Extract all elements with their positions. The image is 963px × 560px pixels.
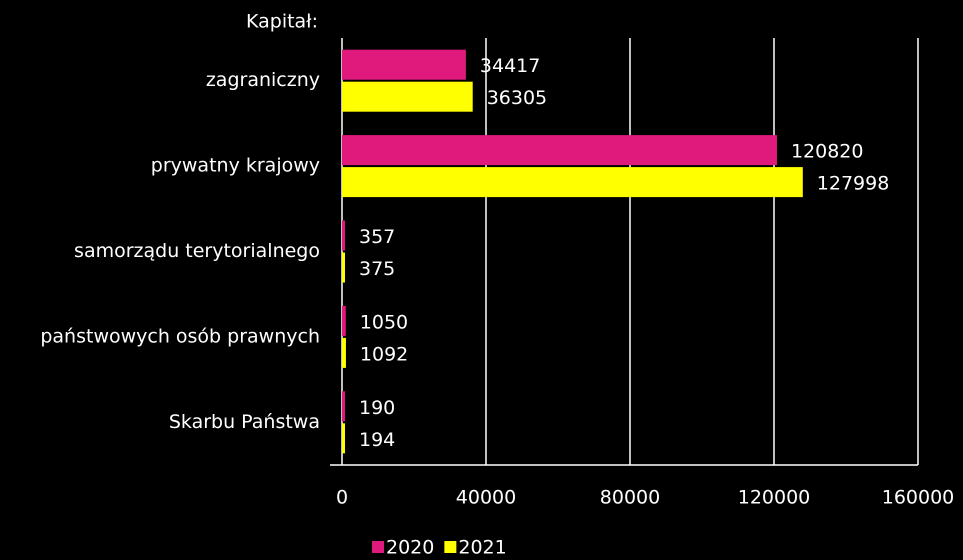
legend-swatch — [372, 541, 384, 553]
y-tick-label: państwowych osób prawnych — [40, 325, 320, 347]
bar — [342, 49, 466, 80]
bar — [342, 220, 345, 251]
legend-label: 2020 — [386, 537, 434, 559]
value-label: 194 — [359, 429, 395, 451]
bar — [342, 391, 345, 422]
bar — [342, 337, 346, 368]
bar — [342, 423, 345, 454]
x-tick-label: 120000 — [738, 487, 811, 509]
axis-title: Kapitał: — [246, 11, 318, 33]
x-tick-label: 80000 — [600, 487, 660, 509]
bar — [342, 135, 777, 166]
value-label: 36305 — [487, 87, 547, 109]
value-label: 120820 — [791, 141, 864, 163]
value-label: 375 — [359, 258, 395, 280]
y-tick-label: samorządu terytorialnego — [74, 240, 320, 262]
legend-label: 2021 — [458, 537, 506, 559]
value-label: 357 — [359, 226, 395, 248]
value-label: 1092 — [360, 343, 408, 365]
bar — [342, 305, 346, 336]
y-tick-label: Skarbu Państwa — [169, 411, 320, 433]
value-label: 190 — [359, 397, 395, 419]
bar — [342, 167, 803, 198]
x-tick-label: 0 — [336, 487, 348, 509]
value-label: 34417 — [480, 55, 540, 77]
value-label: 1050 — [360, 311, 408, 333]
legend-swatch — [444, 541, 457, 553]
y-tick-label: zagraniczny — [206, 69, 320, 91]
bar — [342, 252, 345, 283]
x-tick-label: 40000 — [456, 487, 516, 509]
x-tick-label: 160000 — [882, 487, 955, 509]
bar — [342, 81, 473, 112]
value-label: 127998 — [817, 173, 890, 195]
y-tick-label: prywatny krajowy — [151, 155, 320, 177]
